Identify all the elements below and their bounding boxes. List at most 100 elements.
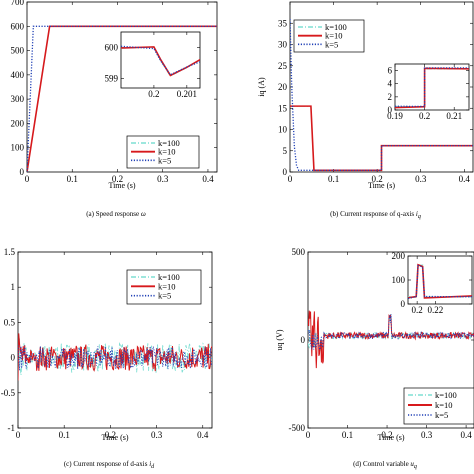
y-axis-label: uq (V)	[275, 329, 284, 350]
x-tick-label: 0.1	[328, 174, 339, 184]
y-tick-label: -500	[289, 423, 306, 433]
y-tick-label: 200	[11, 118, 25, 128]
y-tick-label: 2	[388, 92, 393, 102]
y-tick-label: -0.5	[1, 388, 16, 398]
inset-line-k=10	[408, 263, 472, 299]
series-line-k=10	[27, 25, 217, 172]
x-tick-label: 0	[306, 430, 311, 440]
x-tick-label: 0	[16, 430, 21, 440]
y-tick-label: 100	[11, 143, 25, 153]
x-tick-label: 0.2	[148, 89, 159, 99]
y-tick-label: 10	[278, 125, 288, 135]
legend-label: k=5	[325, 39, 338, 49]
x-axis-label: Time (s)	[101, 433, 128, 442]
x-tick-label: 0.19	[387, 111, 403, 121]
x-axis-label: Time (s)	[377, 433, 404, 442]
inset-line-k=5	[395, 67, 469, 108]
y-tick-label: 700	[11, 0, 25, 7]
y-tick-label: 0	[20, 167, 25, 177]
x-tick-label: 0.4	[460, 430, 472, 440]
x-tick-label: 0.3	[151, 430, 163, 440]
x-tick-label: 0.4	[202, 174, 214, 184]
inset-area	[394, 63, 470, 111]
y-tick-label: 600	[105, 43, 119, 53]
x-tick-label: 0.2	[381, 430, 392, 440]
legend-label: k=5	[158, 155, 171, 165]
series-line-k=5	[290, 18, 473, 171]
legend-box	[403, 387, 474, 425]
y-tick-label: 300	[11, 94, 25, 104]
x-tick-label: 0.21	[446, 111, 462, 121]
y-tick-label: 30	[278, 40, 288, 50]
y-tick-label: 5	[283, 146, 288, 156]
y-tick-label: 600	[11, 21, 25, 31]
panel-caption: (c) Current response of d-axis id	[64, 460, 155, 470]
x-tick-label: 0.2	[112, 174, 123, 184]
inset-plot: 0.19 0.2 0.21 0 2 4 6	[387, 63, 470, 121]
legend-label: k=5	[158, 291, 171, 301]
x-tick-label: 0.1	[67, 174, 78, 184]
x-tick-label: 0.3	[157, 174, 169, 184]
chart-panel-3: 0 0.1 0.2 0.3 0.4 -1 -0.5 0 0.5 1 1.5 Time (s) (c) C…	[1, 247, 213, 470]
x-tick-label: 0.22	[428, 305, 444, 315]
series-group	[27, 25, 217, 172]
x-tick-label: 0.2	[412, 305, 423, 315]
y-tick-label: 1	[11, 282, 16, 292]
x-tick-label: 0	[25, 174, 30, 184]
y-tick-label: 1.5	[4, 247, 16, 257]
legend-label: k=10	[325, 31, 343, 41]
x-tick-label: 0.3	[415, 174, 427, 184]
y-tick-label: 20	[278, 82, 288, 92]
x-tick-label: 0.4	[197, 430, 209, 440]
y-tick-label: 599	[105, 74, 119, 84]
y-tick-label: 4	[388, 79, 393, 89]
x-tick-label: 0	[288, 174, 293, 184]
inset-line-k=5	[121, 45, 200, 76]
inset-area	[120, 31, 201, 89]
legend-label: k=100	[158, 138, 180, 148]
x-tick-label: 0.201	[177, 89, 197, 99]
y-tick-label: 35	[278, 18, 288, 28]
y-tick-label: 0	[401, 299, 406, 309]
y-tick-label: 400	[11, 70, 25, 80]
y-tick-label: 6	[388, 66, 393, 76]
y-tick-label: 25	[278, 61, 288, 71]
legend-label: k=10	[158, 281, 176, 291]
legend-label: k=10	[435, 400, 453, 410]
inset-plot: 0.2 0.22 0 100 200	[392, 251, 473, 315]
series-line-k=5	[27, 25, 217, 172]
y-tick-label: 500	[11, 46, 25, 56]
legend-label: k=100	[158, 272, 180, 282]
x-tick-label: 0.2	[372, 174, 383, 184]
series-group	[18, 333, 212, 381]
series-group	[308, 310, 474, 369]
y-axis-label: iq (A)	[257, 77, 266, 97]
legend-label: k=100	[325, 22, 347, 32]
x-tick-label: 0.2	[419, 111, 430, 121]
y-tick-label: 0	[301, 335, 306, 345]
panel-caption: (a) Speed response ω	[86, 210, 146, 218]
panel-caption: (b) Current response of q-axis iq	[330, 210, 421, 220]
y-tick-label: 15	[278, 103, 288, 113]
x-tick-label: 0.1	[59, 430, 70, 440]
y-tick-label: -1	[8, 423, 16, 433]
x-tick-label: 0.4	[459, 174, 471, 184]
chart-panel-1: 0 0.1 0.2 0.3 0.4 0 100 200 300 400 500 600 700 Time …	[11, 0, 218, 218]
panel-caption: (d) Control variable uq	[353, 460, 417, 470]
y-tick-label: 0	[388, 105, 393, 115]
legend-label: k=5	[435, 410, 448, 420]
y-tick-label: 0.5	[4, 317, 16, 327]
inset-plot: 0.2 0.201 599 600	[105, 31, 201, 99]
y-tick-label: 0	[11, 353, 16, 363]
inset-line-k=5	[408, 264, 472, 300]
series-line-k=5	[308, 314, 474, 352]
x-tick-label: 0.2	[105, 430, 116, 440]
y-tick-label: 200	[392, 251, 406, 261]
